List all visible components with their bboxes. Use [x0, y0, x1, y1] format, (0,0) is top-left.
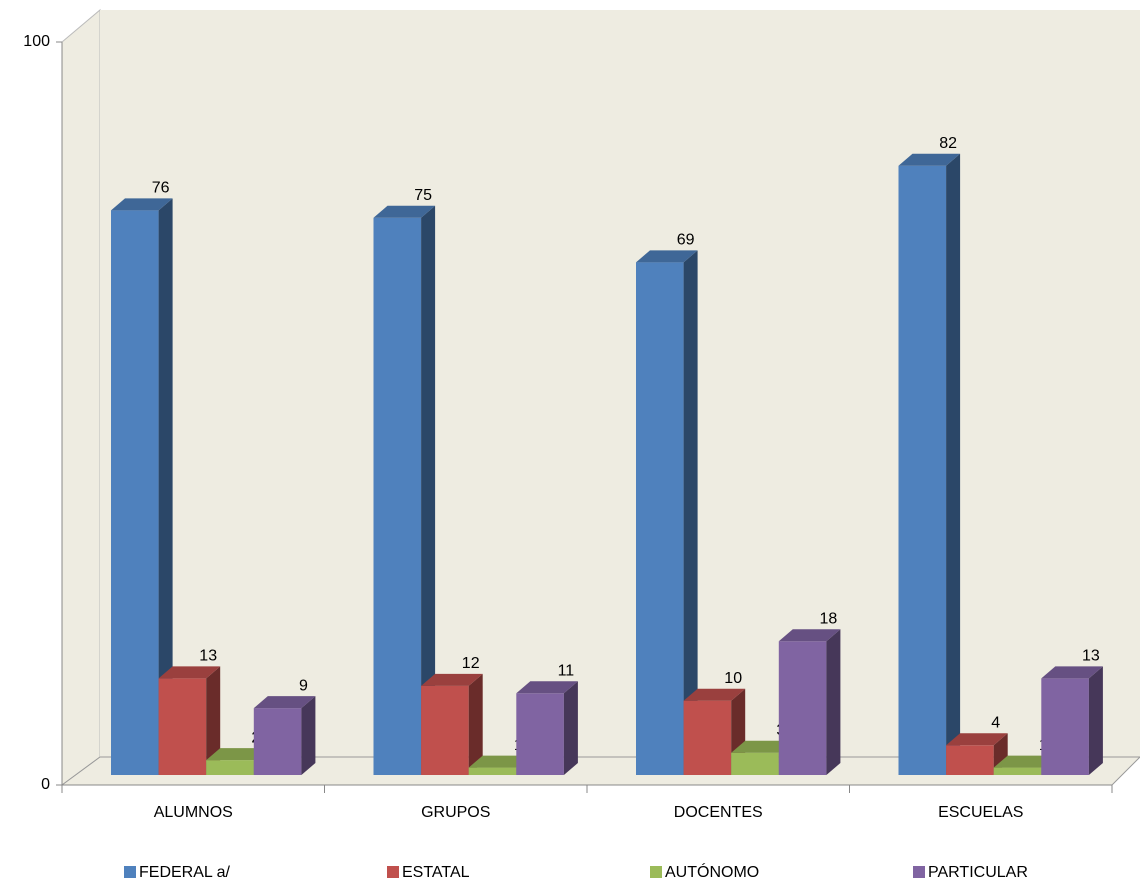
bar-top	[683, 688, 746, 701]
bar-side	[206, 666, 221, 775]
bar-side	[468, 673, 483, 775]
value-label: 11	[558, 662, 575, 679]
x-tick-label: DOCENTES	[674, 804, 763, 821]
bar-front	[206, 760, 254, 775]
bar-front	[1041, 678, 1089, 775]
value-label: 10	[724, 670, 742, 687]
bar-top	[206, 748, 268, 761]
bar-front	[778, 641, 827, 775]
bar-front	[683, 700, 732, 775]
bar-front	[421, 685, 469, 775]
bar-side	[683, 250, 698, 775]
bar-top	[778, 629, 841, 642]
bar-front	[253, 708, 302, 775]
x-tick-label: GRUPOS	[421, 804, 490, 821]
bar-top	[946, 733, 1008, 746]
y-tick-label: 0	[41, 776, 50, 793]
y-tick-label: 100	[23, 33, 50, 50]
bar-top	[636, 250, 698, 263]
legend-swatch	[913, 866, 925, 878]
bar-top	[898, 153, 961, 166]
bar-side	[563, 681, 578, 775]
legend-swatch	[124, 866, 136, 878]
value-label: 4	[991, 714, 1000, 731]
value-label: 13	[199, 648, 217, 665]
legend-label: FEDERAL a/	[139, 864, 231, 881]
bar-top	[111, 198, 173, 211]
legend-swatch	[650, 866, 662, 878]
bar-front	[111, 210, 159, 775]
bar-top	[993, 755, 1056, 768]
value-label: 13	[1082, 648, 1100, 665]
bar-top	[731, 740, 793, 753]
bar-front	[636, 262, 684, 776]
bar-side	[158, 198, 173, 775]
bar-front	[373, 217, 422, 775]
bar-top	[373, 205, 436, 218]
bar-top	[253, 696, 316, 709]
bar-front	[158, 678, 207, 775]
bar-side	[421, 205, 436, 775]
bar-top	[516, 681, 578, 694]
value-label: 82	[939, 135, 957, 152]
value-label: 76	[152, 180, 170, 197]
back-wall	[100, 10, 1140, 757]
value-label: 69	[677, 232, 695, 249]
value-label: 12	[462, 655, 480, 672]
x-tick-label: ESCUELAS	[938, 804, 1023, 821]
bar-front	[993, 767, 1042, 775]
bar-side	[946, 153, 961, 776]
bar-front	[898, 165, 947, 776]
bar-side	[826, 629, 841, 775]
x-tick-label: ALUMNOS	[154, 804, 233, 821]
bar-front	[946, 745, 994, 775]
legend-label: ESTATAL	[402, 864, 470, 881]
bar-top	[158, 666, 221, 679]
value-label: 9	[299, 677, 308, 694]
bar-front	[516, 693, 564, 775]
bar-front	[731, 752, 779, 775]
bar-top	[421, 673, 483, 686]
bar-top	[1041, 666, 1103, 679]
side-wall	[61, 8, 101, 786]
bar-side	[1088, 666, 1103, 775]
value-label: 18	[820, 610, 838, 627]
legend-label: AUTÓNOMO	[665, 862, 759, 881]
legend-label: PARTICULAR	[928, 864, 1028, 881]
value-label: 75	[414, 187, 432, 204]
bar-front	[468, 767, 517, 775]
bar-top	[468, 755, 531, 768]
legend-swatch	[387, 866, 399, 878]
bar-side	[301, 696, 316, 775]
